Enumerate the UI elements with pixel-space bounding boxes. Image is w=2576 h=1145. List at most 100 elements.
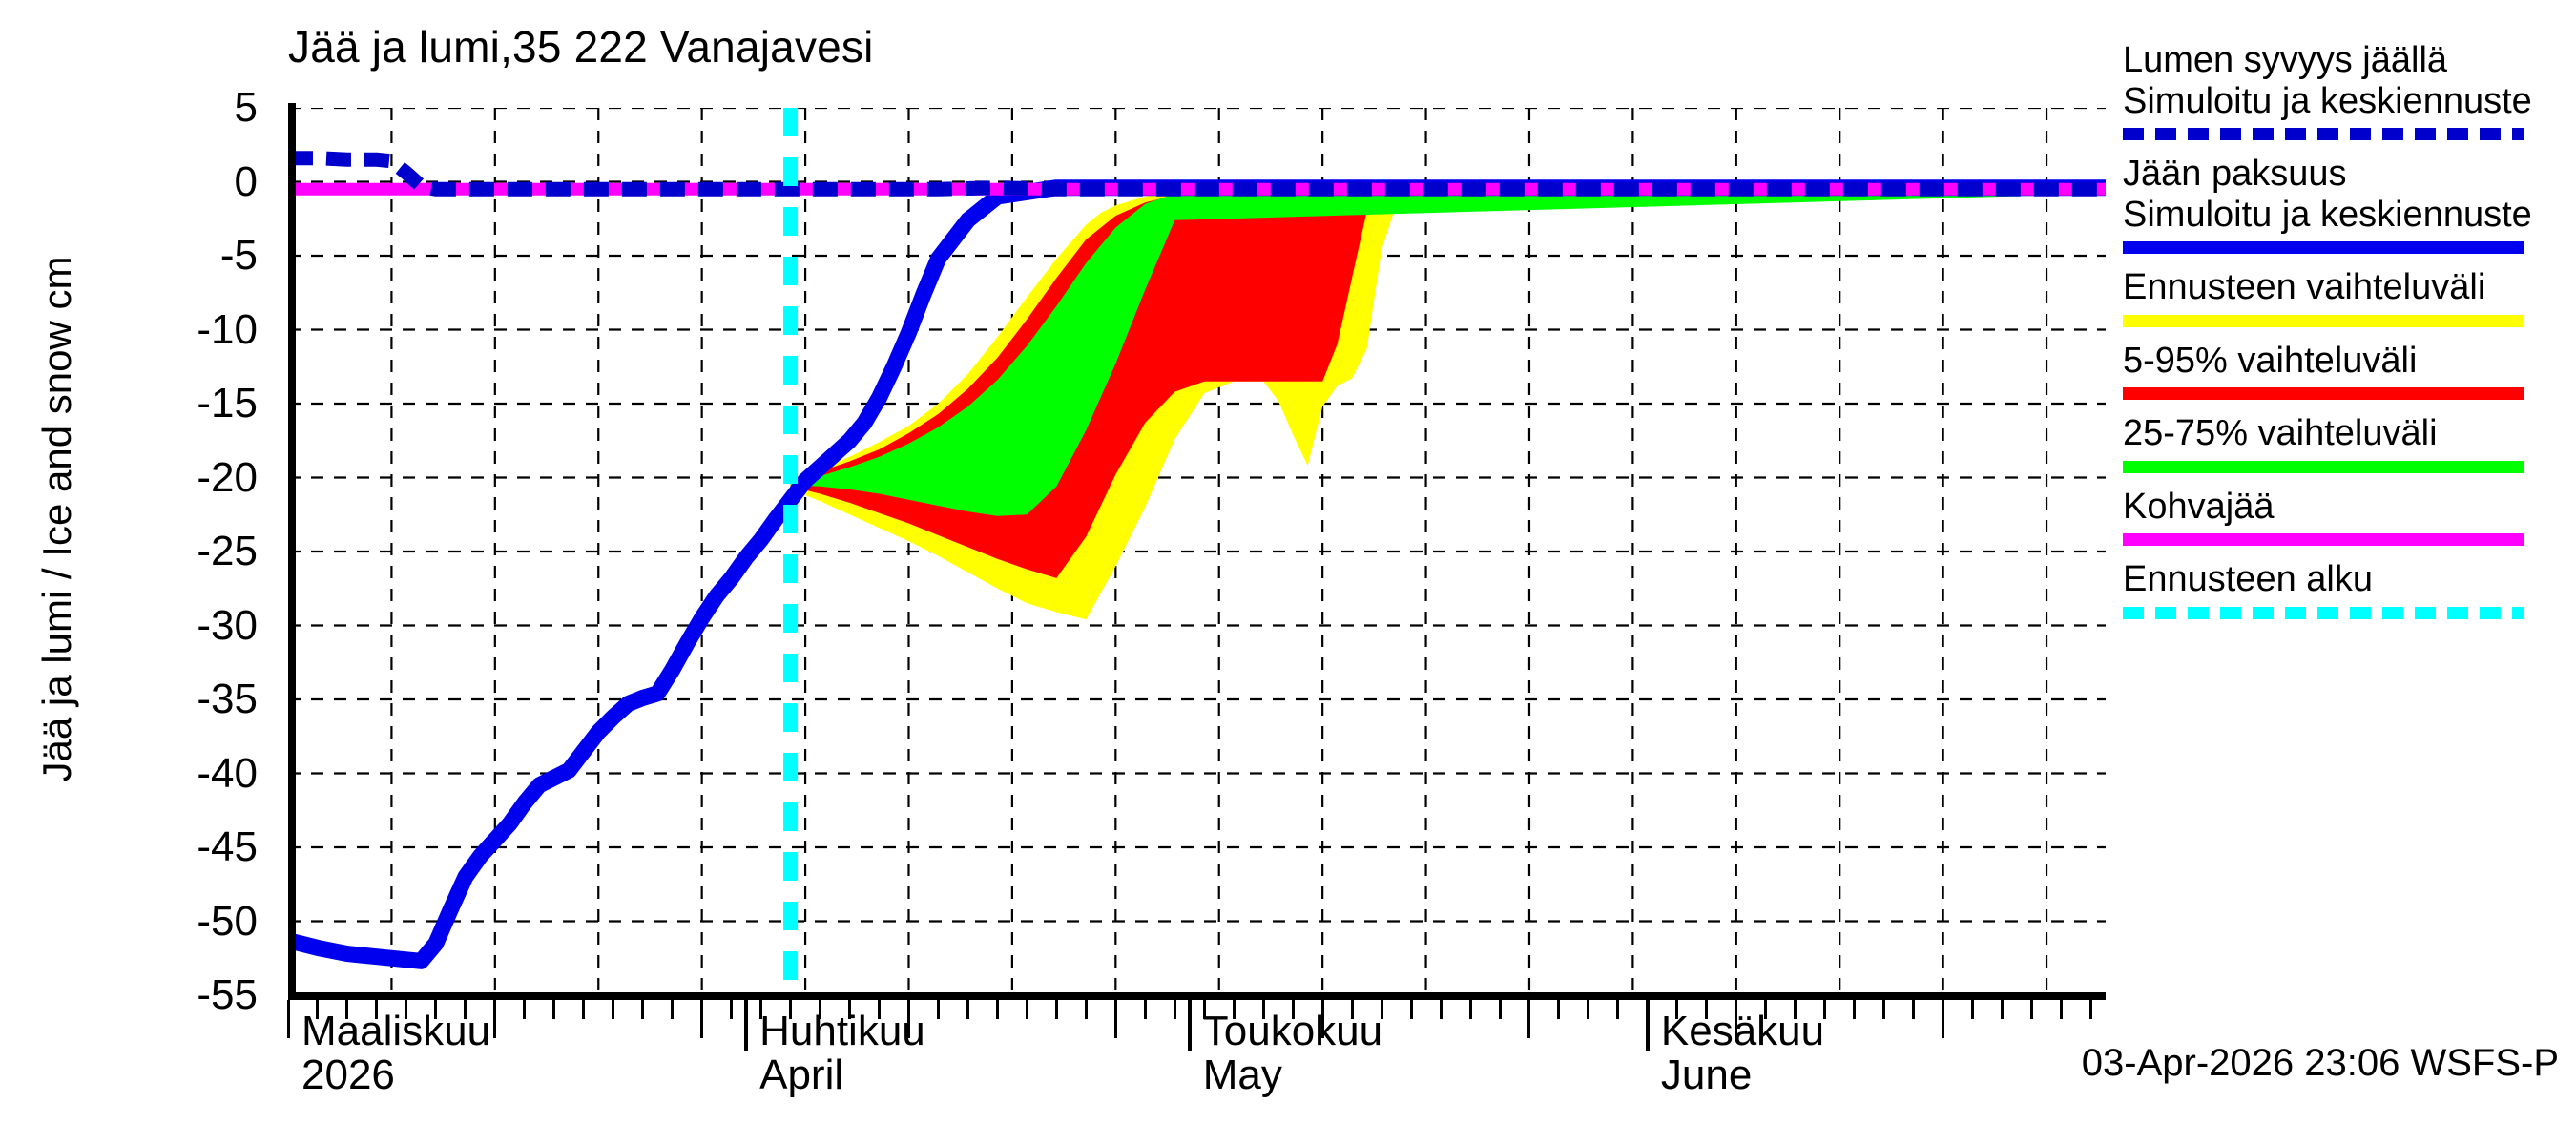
legend-subtitle: Simuloitu ja keskiennuste <box>2123 194 2532 235</box>
legend-item-ice-thickness: Jään paksuus Simuloitu ja keskiennuste <box>2123 154 2571 255</box>
x-minor-tick <box>966 1000 969 1019</box>
chart-plot-area <box>288 108 2106 995</box>
x-minor-tick <box>1380 1000 1383 1019</box>
x-minor-tick <box>1084 1000 1088 1019</box>
x-minor-tick <box>1912 1000 1916 1019</box>
legend-title: Lumen syvyys jäällä <box>2123 40 2448 80</box>
x-month-label-en: June <box>1660 1051 1753 1099</box>
x-minor-tick <box>936 1000 940 1019</box>
legend-swatch-range-25-75 <box>2123 460 2524 473</box>
x-minor-tick <box>1173 1000 1176 1019</box>
x-minor-tick <box>1646 1000 1650 1019</box>
legend-title: 25-75% vaihteluväli <box>2123 413 2438 454</box>
x-minor-tick <box>759 1000 763 1019</box>
x-minor-tick <box>1350 1000 1354 1019</box>
legend-title: Ennusteen vaihteluväli <box>2123 267 2486 308</box>
x-major-tick <box>1527 1000 1531 1038</box>
timestamp-footer: 03-Apr-2026 23:06 WSFS-P <box>2081 1042 2559 1084</box>
x-major-tick <box>493 1000 497 1038</box>
x-minor-tick <box>552 1000 556 1019</box>
x-minor-tick <box>848 1000 852 1019</box>
x-minor-tick <box>434 1000 438 1019</box>
x-minor-tick <box>730 1000 734 1019</box>
x-minor-tick <box>316 1000 320 1019</box>
x-minor-tick <box>1498 1000 1502 1019</box>
legend-item-range-5-95: 5-95% vaihteluväli <box>2123 341 2571 401</box>
x-minor-tick <box>1764 1000 1768 1019</box>
range-25-75-band <box>790 193 2106 516</box>
legend-swatch-range-5-95 <box>2123 387 2524 401</box>
y-tick-label: -35 <box>197 676 258 722</box>
y-tick-label: 0 <box>234 157 258 205</box>
x-minor-tick <box>2030 1000 2034 1019</box>
y-axis-line <box>288 103 296 1000</box>
legend-title: Kohvajää <box>2123 486 2275 527</box>
x-minor-tick <box>1291 1000 1295 1019</box>
legend-title: 5-95% vaihteluväli <box>2123 340 2418 381</box>
legend-item-range-25-75: 25-75% vaihteluväli <box>2123 413 2571 473</box>
x-minor-tick <box>1557 1000 1561 1019</box>
x-minor-tick <box>523 1000 527 1019</box>
y-tick-label: 5 <box>234 84 258 131</box>
y-tick-label: -50 <box>197 897 258 945</box>
x-month-label-en: May <box>1202 1051 1282 1099</box>
chart-legend: Lumen syvyys jäällä Simuloitu ja keskienn… <box>2123 40 2571 633</box>
x-month-label-fi: Maaliskuu <box>301 1008 491 1054</box>
x-minor-tick <box>1675 1000 1679 1019</box>
x-month-label-en: 2026 <box>301 1051 395 1099</box>
x-minor-tick <box>2060 1000 2064 1019</box>
legend-item-forecast-range: Ennusteen vaihteluväli <box>2123 267 2571 327</box>
x-minor-tick <box>995 1000 999 1019</box>
y-axis-label: Jää ja lumi / Ice and snow cm <box>34 256 79 782</box>
legend-subtitle: Simuloitu ja keskiennuste <box>2123 80 2532 121</box>
x-major-tick <box>1113 1000 1117 1038</box>
x-minor-tick <box>2089 1000 2092 1019</box>
x-month-label: Maaliskuu 2026 <box>301 1008 491 1099</box>
x-minor-tick <box>582 1000 586 1019</box>
x-minor-tick <box>1853 1000 1857 1019</box>
x-minor-tick <box>612 1000 615 1019</box>
x-minor-tick <box>1468 1000 1472 1019</box>
x-minor-tick <box>878 1000 881 1019</box>
y-tick-label: -40 <box>197 749 258 797</box>
x-major-tick <box>1320 1000 1324 1038</box>
page-title: Jää ja lumi,35 222 Vanajavesi <box>288 22 874 72</box>
x-minor-tick <box>1823 1000 1827 1019</box>
x-minor-tick <box>641 1000 645 1019</box>
x-minor-tick <box>1025 1000 1028 1019</box>
legend-swatch-ice-thickness <box>2123 241 2524 255</box>
y-tick-label: -10 <box>197 305 258 353</box>
ice-thickness-line <box>288 179 2106 969</box>
x-minor-tick <box>1232 1000 1236 1019</box>
x-month-tick <box>744 1000 749 1051</box>
x-minor-tick <box>1882 1000 1886 1019</box>
x-minor-tick <box>1616 1000 1620 1019</box>
x-minor-tick <box>1054 1000 1058 1019</box>
x-minor-tick <box>671 1000 675 1019</box>
legend-swatch-forecast-range <box>2123 314 2524 327</box>
legend-swatch-kohvajaa <box>2123 533 2524 547</box>
x-minor-tick <box>819 1000 822 1019</box>
legend-swatch-forecast-start <box>2123 606 2524 619</box>
x-minor-tick <box>2001 1000 2005 1019</box>
x-minor-tick <box>345 1000 349 1019</box>
y-tick-label: -30 <box>197 601 258 649</box>
x-month-label: Huhtikuu April <box>759 1008 925 1097</box>
x-month-label-fi: Huhtikuu <box>759 1008 925 1054</box>
x-month-label: Toukokuu May <box>1202 1009 1382 1099</box>
x-axis-line <box>288 992 2106 1000</box>
y-tick-label: -5 <box>219 232 258 279</box>
x-month-label-fi: Kesäkuu <box>1660 1008 1825 1054</box>
legend-item-kohvajaa: Kohvajää <box>2123 487 2571 547</box>
x-minor-tick <box>375 1000 379 1019</box>
legend-swatch-snow-depth-on-ice <box>2123 128 2524 141</box>
x-month-tick <box>1645 1000 1650 1051</box>
x-minor-tick <box>1705 1000 1709 1019</box>
y-tick-label: -55 <box>197 971 258 1018</box>
x-minor-tick <box>1439 1000 1443 1019</box>
x-minor-tick <box>1794 1000 1797 1019</box>
x-minor-tick <box>1409 1000 1413 1019</box>
x-major-tick <box>906 1000 910 1038</box>
x-month-label: Kesäkuu June <box>1660 1008 1825 1099</box>
x-minor-tick <box>1202 1000 1206 1019</box>
